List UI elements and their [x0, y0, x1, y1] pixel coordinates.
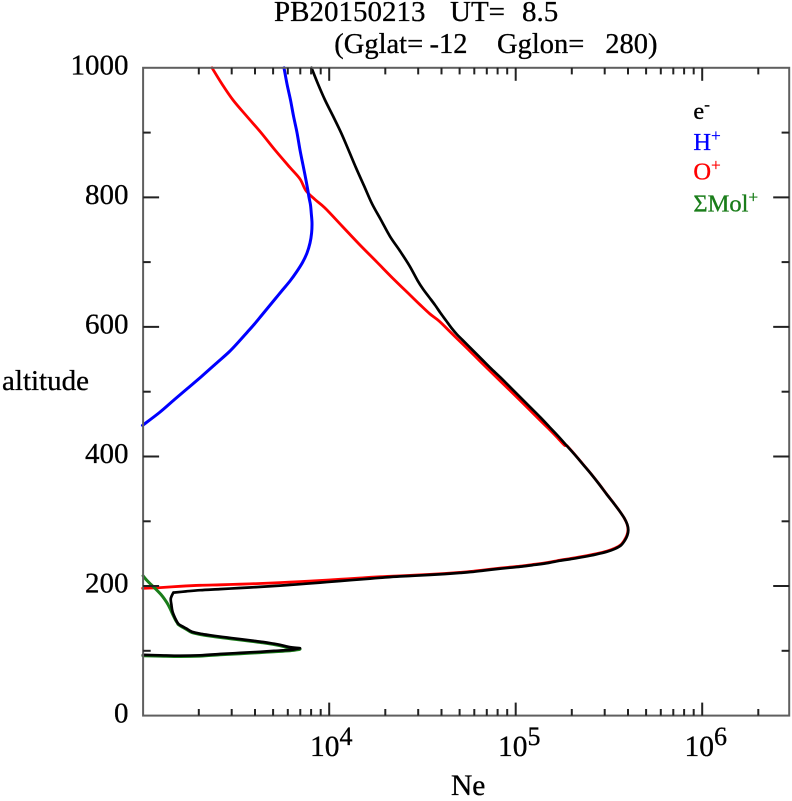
svg-text:(Gglat=: (Gglat= [334, 29, 423, 60]
svg-text:ΣMol+: ΣMol+ [693, 187, 758, 217]
svg-text:280): 280) [605, 29, 657, 60]
svg-text:600: 600 [85, 309, 129, 341]
svg-text:Gglon=: Gglon= [497, 29, 584, 60]
svg-text:8.5: 8.5 [522, 0, 558, 28]
svg-text:0: 0 [114, 697, 129, 729]
svg-text:Ne: Ne [451, 770, 485, 796]
svg-text:400: 400 [85, 438, 129, 470]
svg-text:H+: H+ [693, 126, 720, 156]
svg-text:200: 200 [85, 568, 129, 600]
svg-text:UT=: UT= [450, 0, 505, 28]
svg-text:PB20150213: PB20150213 [274, 0, 425, 28]
svg-text:800: 800 [85, 179, 129, 211]
svg-text:1000: 1000 [71, 50, 129, 82]
svg-text:altitude: altitude [2, 365, 89, 397]
svg-text:-12: -12 [430, 29, 468, 60]
